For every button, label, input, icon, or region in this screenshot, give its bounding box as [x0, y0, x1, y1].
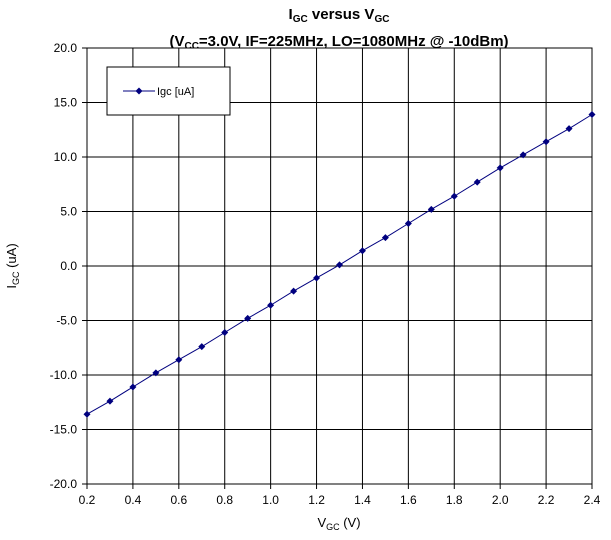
data-point — [496, 164, 504, 172]
data-point — [404, 219, 412, 227]
data-point — [313, 274, 321, 282]
data-point — [588, 110, 596, 118]
y-tick-label: -10.0 — [50, 368, 78, 382]
data-point — [175, 356, 183, 364]
data-point — [381, 234, 389, 242]
y-tick-label: -15.0 — [50, 423, 78, 437]
x-tick-label: 0.4 — [125, 493, 142, 507]
y-tick-label: -5.0 — [56, 314, 77, 328]
legend-label: Igc [uA] — [157, 86, 194, 98]
data-point — [542, 138, 550, 146]
x-tick-label: 1.8 — [446, 493, 463, 507]
data-point — [198, 343, 206, 351]
series-group — [83, 110, 596, 418]
data-point — [473, 178, 481, 186]
data-point — [358, 247, 366, 255]
data-point — [267, 301, 275, 309]
x-tick-label: 0.6 — [170, 493, 187, 507]
y-tick-label: 15.0 — [54, 96, 78, 110]
data-point — [221, 328, 229, 336]
x-tick-label: 1.6 — [400, 493, 417, 507]
x-tick-label: 1.0 — [262, 493, 279, 507]
x-tick-labels: 0.2 0.4 0.6 0.8 1.0 1.2 1.4 1.6 1.8 2.0 2.2 2.4 — [79, 493, 601, 507]
y-tick-label: 20.0 — [54, 41, 78, 55]
y-tick-label: 0.0 — [60, 259, 77, 273]
data-point — [106, 397, 114, 405]
x-tick-label: 0.8 — [216, 493, 233, 507]
data-point — [519, 151, 527, 159]
x-tick-label: 2.4 — [584, 493, 601, 507]
y-tick-label: 5.0 — [60, 205, 77, 219]
y-axis-label: IGC (uA) — [4, 243, 21, 288]
x-axis-label: VGC (V) — [317, 515, 360, 532]
y-tick-label: 10.0 — [54, 150, 78, 164]
x-tick-label: 2.2 — [538, 493, 555, 507]
chart-title-line2: (VCC=3.0V, IF=225MHz, LO=1080MHz @ -10dB… — [169, 33, 508, 52]
x-tick-label: 1.4 — [354, 493, 371, 507]
data-point — [336, 261, 343, 269]
y-tick-labels: -20.0 -15.0 -10.0 -5.0 0.0 5.0 10.0 15.0 20.0 — [50, 41, 78, 491]
x-tick-label: 0.2 — [79, 493, 96, 507]
data-point — [565, 125, 573, 133]
data-point — [244, 314, 252, 322]
x-tick-label: 2.0 — [492, 493, 509, 507]
x-tick-label: 1.2 — [308, 493, 325, 507]
legend-marker-diamond-icon — [135, 87, 143, 95]
data-point — [152, 369, 160, 377]
data-point — [427, 205, 435, 213]
data-point — [290, 287, 298, 295]
legend: Igc [uA] — [106, 66, 231, 116]
data-point — [129, 383, 137, 391]
data-point — [450, 192, 458, 200]
plot-border — [86, 47, 593, 485]
y-tick-label: -20.0 — [50, 477, 78, 491]
data-point — [83, 410, 91, 418]
chart-title-line1: IGC versus VGC — [289, 6, 390, 25]
